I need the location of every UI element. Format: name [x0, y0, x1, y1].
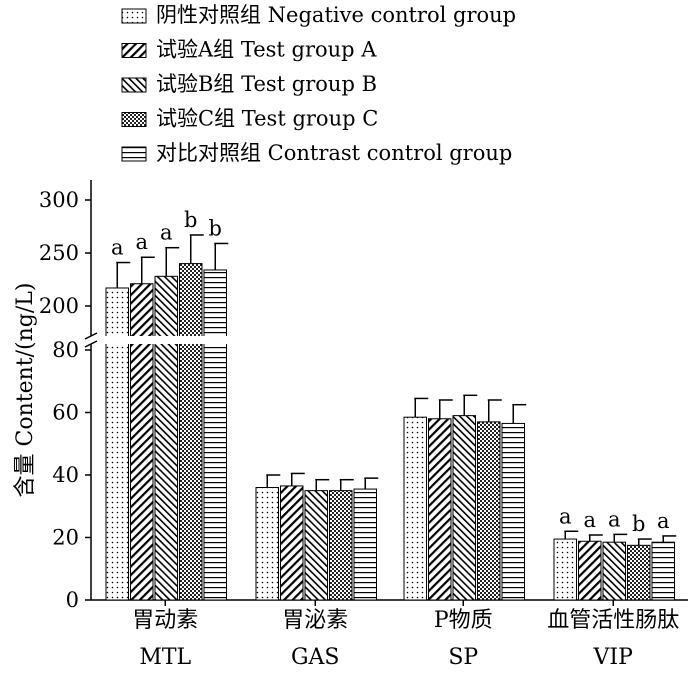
bar	[501, 422, 525, 601]
legend-label: 阴性对照组 Negative control group	[156, 3, 516, 27]
bar	[578, 540, 602, 601]
legend-label: 试验C组 Test group C	[156, 107, 378, 131]
bar	[154, 275, 178, 601]
bar	[477, 421, 501, 601]
x-tick-label: 血管活性肠肽	[547, 608, 679, 633]
bar	[280, 485, 304, 601]
x-tick-label: GAS	[291, 645, 340, 670]
y-tick-label: 20	[52, 526, 79, 550]
y-tick-label: 0	[66, 588, 79, 612]
x-tick-label: P物质	[434, 608, 493, 633]
bar	[428, 418, 452, 601]
bar-break-gap	[104, 336, 229, 344]
y-tick-label: 200	[39, 294, 79, 318]
legend: 阴性对照组 Negative control group 试验A组 Test gr…	[121, 3, 516, 165]
bar	[602, 541, 626, 601]
legend-swatch	[121, 112, 147, 127]
bar	[304, 490, 328, 601]
y-tick-label: 80	[52, 338, 79, 362]
legend-swatch	[121, 146, 147, 162]
y-tick-label: 300	[39, 188, 79, 212]
bar	[627, 544, 651, 601]
bar	[130, 283, 154, 601]
x-tick-label: SP	[448, 645, 478, 670]
y-tick-label: 60	[52, 401, 79, 425]
legend-swatch	[121, 8, 147, 24]
y-tick-label: 250	[39, 241, 79, 265]
bar	[353, 488, 377, 601]
legend-label: 试验B组 Test group B	[156, 72, 377, 96]
y-axis-label: 含量 Content/(ng/L)	[13, 283, 38, 498]
significance-label: b	[632, 512, 645, 536]
significance-label: a	[111, 236, 124, 260]
significance-label: a	[608, 507, 621, 531]
significance-label: a	[559, 504, 572, 528]
bar	[203, 269, 227, 601]
bar	[651, 541, 675, 601]
axis-break-mark	[84, 332, 98, 340]
x-tick-label: VIP	[593, 645, 634, 670]
significance-label: a	[135, 230, 148, 254]
legend-label: 试验A组 Test group A	[156, 38, 377, 62]
significance-label: b	[209, 216, 222, 240]
bar	[452, 415, 476, 601]
significance-label: a	[160, 221, 173, 245]
bar	[403, 416, 427, 601]
x-tick-label: MTL	[139, 645, 191, 670]
axis-break-mark	[84, 340, 98, 348]
bar	[179, 263, 203, 601]
y-tick-label: 40	[52, 463, 79, 487]
significance-label: a	[657, 509, 670, 533]
x-tick-label: 胃泌素	[282, 608, 348, 633]
significance-label: a	[583, 508, 596, 532]
bar	[255, 487, 279, 601]
significance-label: b	[184, 208, 197, 232]
legend-swatch	[121, 43, 147, 58]
x-tick-label: 胃动素	[132, 608, 198, 633]
bar	[553, 538, 577, 601]
legend-swatch	[121, 77, 147, 93]
bar	[105, 287, 129, 601]
bar	[329, 490, 353, 601]
legend-label: 对比对照组 Contrast control group	[156, 141, 512, 165]
